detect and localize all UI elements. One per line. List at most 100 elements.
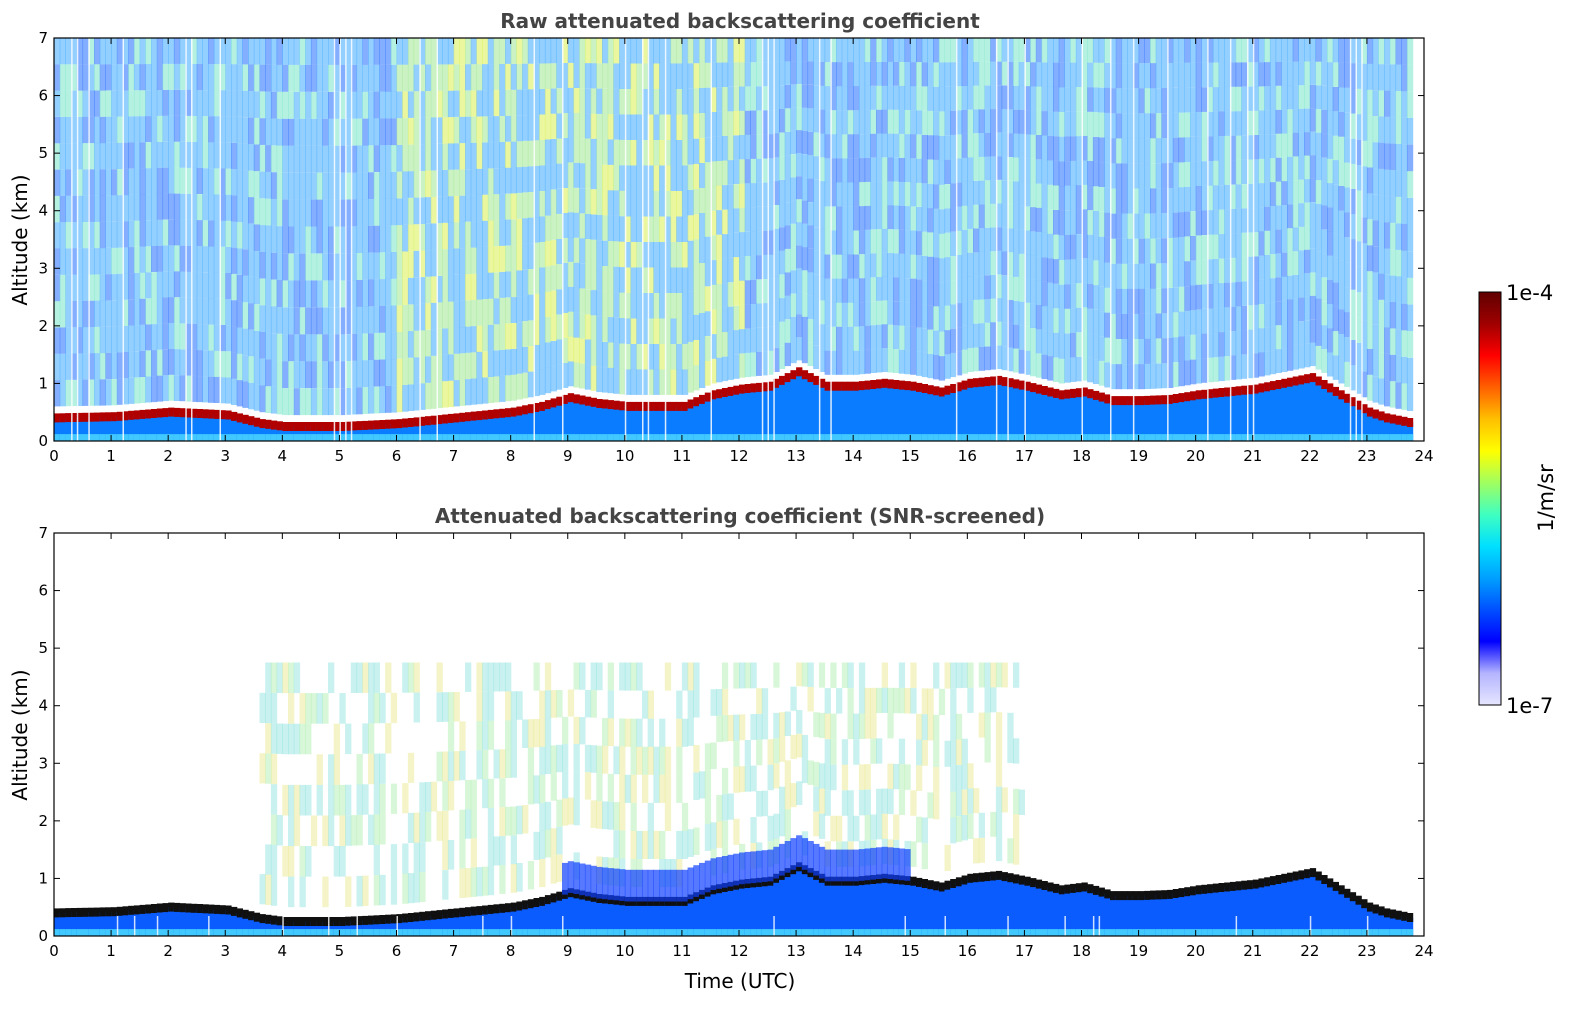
- panel-raw-noise-cell: [242, 38, 249, 65]
- panel-raw-layer-top-cell: [379, 420, 386, 429]
- panel-raw-surface-cell: [1041, 434, 1048, 441]
- panel-screened-signal-cell: [607, 801, 614, 830]
- panel-raw-noise-cell: [191, 349, 198, 376]
- panel-raw-noise-cell: [219, 377, 226, 404]
- panel-screened-signal-cell: [447, 751, 455, 781]
- panel-screened-signal-cell: [664, 662, 672, 691]
- panel-raw-noise-cell: [853, 134, 860, 159]
- panel-raw-noise-cell: [419, 117, 426, 145]
- panel-screened-signal-cell: [299, 876, 306, 908]
- panel-raw-aerosol-cell: [995, 380, 1003, 441]
- panel-raw-layer-top-cell: [1001, 377, 1008, 387]
- panel-screened-signal-cell: [259, 692, 266, 723]
- panel-raw-noise-cell: [876, 324, 883, 349]
- panel-screened-signal-cell: [402, 843, 409, 874]
- panel-raw-noise-cell: [801, 293, 809, 317]
- panel-screened-surface-cell: [231, 929, 238, 936]
- panel-raw-noise-cell: [339, 280, 346, 308]
- panel-raw-noise-cell: [1212, 332, 1220, 358]
- panel-raw-noise-cell: [156, 245, 164, 272]
- panel-raw-surface-cell: [1184, 434, 1191, 441]
- panel-raw-aerosol-cell: [111, 416, 118, 441]
- panel-raw-noise-cell: [505, 38, 512, 64]
- panel-raw-layer-top-cell: [950, 384, 957, 393]
- panel-raw-noise-cell: [1127, 238, 1134, 264]
- panel-raw-layer-top-cell: [1070, 388, 1077, 398]
- panel-raw-noise-cell: [453, 248, 460, 275]
- panel-raw-aerosol-cell: [1104, 399, 1111, 441]
- panel-raw-noise-cell: [368, 360, 375, 387]
- panel-raw-noise-cell: [544, 88, 552, 115]
- panel-raw-noise-cell: [185, 323, 192, 350]
- panel-raw-noise-cell: [533, 319, 540, 345]
- panel-raw-noise-cell: [858, 182, 866, 207]
- panel-screened-signal-cell: [750, 662, 757, 689]
- panel-raw-noise-cell: [904, 182, 911, 207]
- panel-raw-noise-cell: [1115, 213, 1123, 239]
- panel-screened-signal-cell: [584, 744, 592, 773]
- panel-raw-noise-cell: [493, 38, 500, 64]
- panel-raw-noise-cell: [82, 221, 89, 249]
- panel-raw-noise-cell: [801, 177, 809, 201]
- panel-screened-layer-top-cell: [539, 896, 546, 906]
- panel-raw-noise-cell: [1030, 158, 1037, 183]
- panel-raw-layer-top-cell: [984, 377, 991, 387]
- panel-raw-noise-cell: [1007, 61, 1014, 86]
- panel-screened-aerosol-cell: [94, 912, 101, 936]
- panel-screened-aerosol-cell: [584, 896, 592, 936]
- panel-screened-signal-cell: [373, 662, 380, 693]
- panel-raw-noise-cell: [1378, 273, 1385, 300]
- panel-raw-noise-cell: [402, 91, 409, 119]
- panel-raw-surface-cell: [990, 434, 997, 441]
- panel-raw-noise-cell: [710, 161, 717, 187]
- panel-raw-surface-cell: [128, 434, 135, 441]
- panel-raw-noise-cell: [1155, 188, 1162, 214]
- panel-raw-noise-cell: [1395, 64, 1402, 91]
- panel-raw-noise-cell: [1327, 38, 1334, 63]
- panel-raw-gap-stripe: [76, 38, 79, 441]
- panel-screened-signal-cell: [744, 765, 751, 792]
- panel-raw-aerosol-cell: [1138, 400, 1145, 441]
- panel-raw-noise-cell: [105, 38, 112, 65]
- panel-raw-noise-cell: [1338, 38, 1345, 63]
- panel-raw-aerosol-cell: [1344, 398, 1351, 441]
- panel-raw-noise-cell: [1104, 337, 1111, 363]
- panel-raw-noise-cell: [1315, 322, 1322, 346]
- panel-screened-signal-cell: [482, 720, 489, 750]
- panel-screened-signal-cell: [567, 689, 575, 717]
- panel-raw-noise-cell: [1127, 364, 1134, 390]
- panel-raw-noise-cell: [99, 274, 106, 301]
- panel-raw-surface-cell: [436, 434, 443, 441]
- panel-raw-noise-cell: [162, 63, 169, 90]
- panel-raw-noise-cell: [310, 280, 318, 308]
- panel-raw-layer-top-cell: [94, 412, 101, 422]
- panel-raw-noise-cell: [248, 276, 255, 304]
- panel-raw-noise-cell: [145, 90, 152, 117]
- panel-raw-noise-cell: [739, 232, 746, 257]
- panel-raw-noise-cell: [893, 38, 900, 62]
- panel-raw-aerosol-cell: [208, 414, 215, 441]
- panel-raw-noise-cell: [505, 63, 512, 90]
- panel-raw-noise-cell: [693, 113, 700, 139]
- panel-raw-noise-cell: [1315, 38, 1322, 62]
- panel-raw-aerosol-cell: [1332, 391, 1339, 441]
- panel-raw-noise-cell: [1315, 203, 1322, 228]
- panel-raw-noise-cell: [76, 169, 84, 196]
- panel-raw-noise-cell: [1035, 329, 1043, 354]
- panel-raw-layer-top-cell: [1058, 390, 1065, 400]
- panel-raw-noise-cell: [1030, 279, 1037, 304]
- panel-raw-noise-cell: [847, 62, 854, 87]
- panel-raw-noise-cell: [750, 38, 757, 63]
- panel-raw-aerosol-cell: [716, 393, 723, 441]
- panel-raw-noise-cell: [1007, 38, 1014, 62]
- panel-screened-aerosol-cell: [105, 911, 112, 936]
- panel-raw-noise-cell: [236, 90, 243, 117]
- panel-raw-noise-cell: [1081, 62, 1088, 87]
- panel-raw-noise-cell: [699, 288, 706, 313]
- panel-raw-noise-cell: [385, 171, 392, 199]
- panel-raw-noise-cell: [65, 222, 72, 249]
- panel-raw-noise-cell: [122, 325, 129, 353]
- panel-raw-noise-cell: [1366, 348, 1374, 375]
- panel-raw-noise-cell: [584, 88, 592, 114]
- panel-raw-noise-cell: [756, 207, 763, 232]
